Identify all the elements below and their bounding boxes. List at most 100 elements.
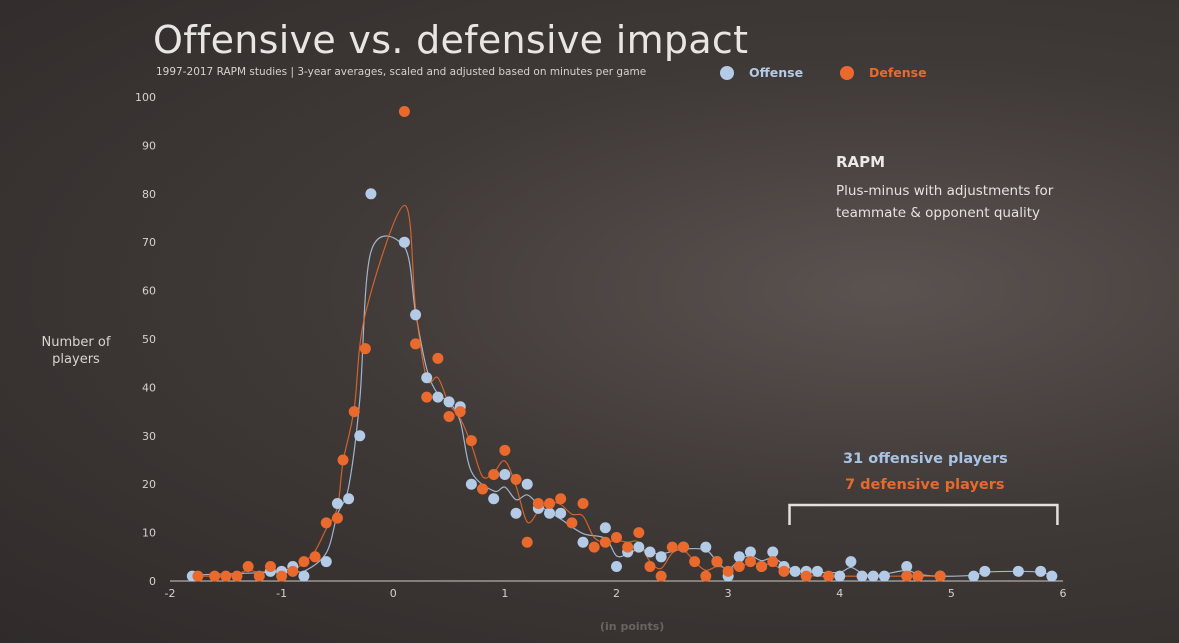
defense-point [192, 570, 204, 582]
y-tick-label: 70 [142, 236, 156, 249]
x-tick-label: 6 [1060, 587, 1067, 600]
offense-point [811, 565, 823, 577]
offense-point [979, 565, 991, 577]
offense-point [320, 556, 332, 568]
offense-point [968, 570, 980, 582]
defense-point [767, 556, 779, 568]
offense-point [856, 570, 868, 582]
defense-point [756, 560, 768, 572]
defense-point [309, 551, 321, 563]
offense-point [577, 536, 589, 548]
legend-defense: Defense [840, 65, 927, 80]
defense-point [510, 473, 522, 485]
offense-point [834, 570, 846, 582]
defense-point [454, 406, 466, 418]
offense-point [744, 546, 756, 558]
offense-point [544, 507, 556, 519]
defense-point [711, 556, 723, 568]
offense-point [499, 469, 511, 481]
defense-point [778, 565, 790, 577]
defense-point [242, 560, 254, 572]
offense-point [733, 551, 745, 563]
offense-legend-label: Offense [749, 65, 804, 80]
defense-point [298, 556, 310, 568]
offense-point [789, 565, 801, 577]
offense-point [611, 560, 622, 572]
x-tick-label: 1 [501, 587, 508, 600]
annotation-heading: RAPM [836, 153, 886, 171]
x-tick-label: 2 [613, 587, 620, 600]
defense-point [264, 560, 276, 572]
annotation-body: Plus-minus with adjustments for teammate… [836, 183, 1054, 221]
defense-point [622, 541, 634, 553]
y-tick-label: 40 [142, 381, 156, 394]
defense-point [744, 556, 756, 568]
defense-point [521, 536, 533, 548]
defense-point [611, 531, 622, 543]
defense-legend-label: Defense [869, 65, 927, 80]
defense-point [733, 560, 745, 572]
offense-point [1046, 570, 1058, 582]
offense-point [354, 430, 366, 442]
defense-point [421, 391, 433, 403]
x-tick-label: -1 [276, 587, 287, 600]
y-axis-label: Number of players [41, 335, 111, 367]
defense-point [700, 570, 712, 582]
defense-point [331, 512, 343, 524]
defense-point [220, 570, 232, 582]
offense-trend-line [192, 235, 1052, 577]
defense-point [599, 536, 611, 548]
defense-point [432, 352, 444, 364]
defense-point [722, 565, 734, 577]
defense-point [477, 483, 489, 495]
y-tick-label: 50 [142, 333, 156, 346]
defense-point [398, 106, 410, 118]
offense-point [298, 570, 310, 582]
defense-point [588, 541, 600, 553]
offense-point [767, 546, 779, 558]
offense-point [343, 493, 355, 505]
offense-point [510, 507, 522, 519]
offense-point [421, 372, 433, 384]
defense-point [231, 570, 243, 582]
defense-point [901, 570, 913, 582]
defense-point [287, 565, 299, 577]
defense-point [677, 541, 689, 553]
offense-point [633, 541, 645, 553]
x-axis-label: (in points) [600, 620, 665, 633]
y-tick-label: 0 [149, 575, 156, 588]
defense-point [359, 343, 371, 355]
defense-point [488, 469, 500, 481]
y-tick-label: 100 [135, 91, 156, 104]
callout-defensive-count: 7 defensive players [845, 477, 1005, 493]
defense-point [689, 556, 701, 568]
offense-point [655, 551, 667, 563]
defense-point [443, 410, 455, 422]
chart-title: Offensive vs. defensive impact [153, 18, 749, 62]
offense-point [867, 570, 879, 582]
offense-point [555, 507, 567, 519]
offense-point [410, 309, 422, 321]
x-tick-label: 5 [948, 587, 955, 600]
defense-point [555, 493, 567, 505]
defense-point [499, 444, 511, 456]
offense-point [845, 556, 857, 568]
y-tick-label: 30 [142, 430, 156, 443]
defense-point [465, 435, 477, 447]
offense-point [599, 522, 611, 534]
defense-point [633, 527, 645, 539]
y-tick-label: 20 [142, 478, 156, 491]
offense-legend-marker [720, 65, 734, 80]
offense-point [1035, 565, 1047, 577]
y-tick-label: 80 [142, 188, 156, 201]
defense-point [544, 498, 556, 510]
callout-offensive-count: 31 offensive players [843, 451, 1008, 467]
x-tick-label: 0 [390, 587, 397, 600]
x-tick-label: -2 [165, 587, 176, 600]
x-tick-label: 4 [836, 587, 843, 600]
defense-point [337, 454, 349, 466]
offense-point [521, 478, 533, 490]
defense-point [644, 560, 656, 572]
